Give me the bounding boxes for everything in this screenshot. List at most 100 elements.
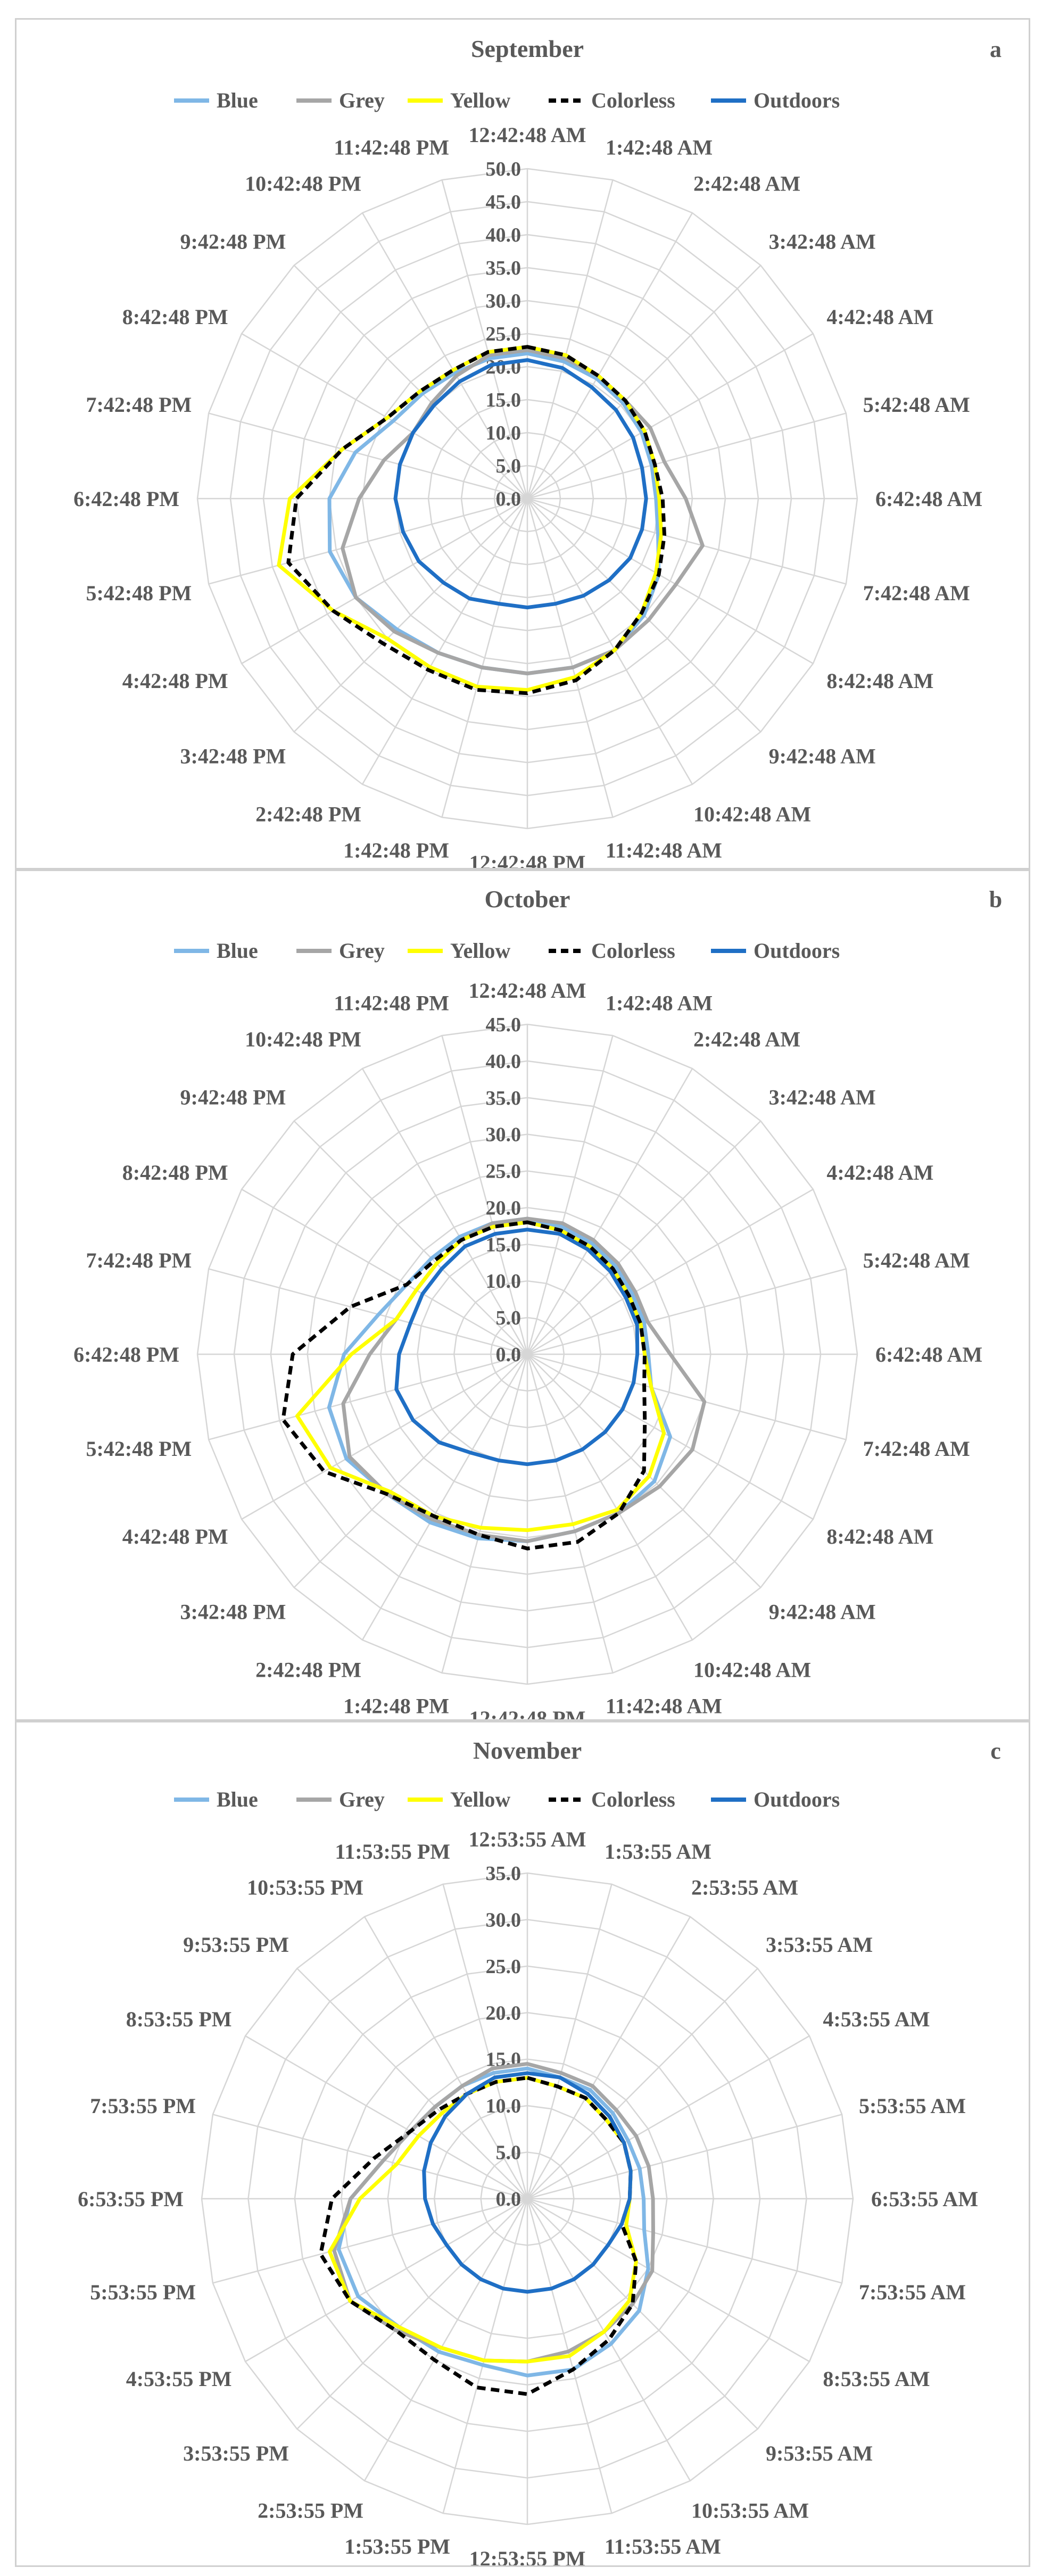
category-label: 6:53:55 AM [871, 2187, 978, 2211]
category-label: 11:53:55 PM [335, 1840, 450, 1863]
tick-label: 10.0 [486, 2095, 522, 2117]
category-label: 12:53:55 PM [469, 2547, 586, 2565]
grid-spoke [527, 1188, 814, 1355]
grid-spoke [441, 1354, 528, 1674]
legend-label-colorless: Colorless [591, 88, 675, 112]
category-label: 1:42:48 AM [606, 991, 713, 1015]
tick-label: 0.0 [496, 1344, 522, 1366]
category-label: 9:42:48 AM [769, 1600, 876, 1624]
grid-spoke [361, 1068, 528, 1355]
category-label: 1:53:55 AM [605, 1840, 711, 1863]
grid-spoke [527, 1968, 758, 2199]
tick-label: 0.0 [496, 488, 522, 510]
tick-label: 20.0 [486, 1197, 522, 1219]
radar-chart-september: September a Blue Grey Yellow Colorless Outdoor… [73, 35, 1002, 868]
chart-title: November [473, 1737, 582, 1764]
grid-spoke [363, 2198, 528, 2481]
series-line-yellow [277, 345, 664, 692]
category-label: 4:53:55 AM [823, 2007, 930, 2031]
radar-chart-october: October b Blue Grey Yellow Colorless Outdoors 0… [73, 885, 1002, 1719]
legend-label-grey: Grey [339, 88, 385, 112]
category-label: 7:42:48 AM [863, 581, 970, 605]
category-label: 10:42:48 AM [693, 1658, 811, 1682]
category-label: 8:53:55 AM [823, 2367, 930, 2391]
category-label: 1:53:55 PM [344, 2534, 450, 2558]
category-label: 4:42:48 PM [122, 1525, 228, 1548]
legend-label-outdoors: Outdoors [754, 939, 840, 963]
tick-label: 30.0 [486, 1124, 522, 1146]
category-label: 7:42:48 PM [86, 1248, 192, 1272]
category-label: 7:42:48 AM [863, 1437, 970, 1461]
grid-spoke [527, 1120, 762, 1355]
grid-spoke [527, 498, 847, 585]
grid-spoke [527, 1268, 847, 1355]
grid-spoke [527, 2198, 842, 2284]
legend-label-colorless: Colorless [591, 939, 675, 963]
grid-spoke [527, 2198, 758, 2430]
legend-label-grey: Grey [339, 1787, 385, 1811]
category-label: 2:53:55 AM [691, 1876, 798, 1900]
grid-spoke [241, 333, 528, 500]
tick-label: 30.0 [486, 1909, 522, 1931]
grid-spoke [245, 2198, 528, 2363]
chart-panel-november: November c Blue Grey Yellow Colorless Outdoors… [15, 1721, 1030, 2567]
grid-spoke [361, 1354, 528, 1641]
series-line-colorless [286, 345, 667, 695]
category-label: 3:42:48 PM [180, 1600, 286, 1624]
category-label: 2:42:48 AM [693, 1028, 800, 1051]
category-label: 12:42:48 AM [468, 123, 586, 147]
grid-spoke [526, 2198, 691, 2481]
category-label: 10:42:48 AM [693, 802, 811, 826]
category-label: 2:42:48 AM [693, 172, 800, 196]
category-label: 9:42:48 PM [180, 1085, 286, 1109]
category-label: 1:42:48 AM [606, 135, 713, 159]
tick-label: 40.0 [486, 224, 522, 246]
tick-label: 25.0 [486, 1956, 522, 1978]
category-label: 8:42:48 AM [826, 669, 933, 693]
category-label: 6:42:48 AM [875, 487, 982, 511]
legend-label-outdoors: Outdoors [754, 88, 840, 112]
grid-spoke [527, 1353, 847, 1440]
grid-spoke [293, 1120, 528, 1355]
grid-spoke [526, 1035, 614, 1355]
tick-label: 45.0 [486, 1014, 522, 1036]
category-label: 9:53:55 PM [183, 1933, 289, 1957]
category-label: 4:42:48 AM [826, 305, 933, 329]
chart-title: September [471, 35, 584, 62]
grid-spoke [442, 2198, 528, 2514]
grid-spoke [527, 2114, 842, 2200]
grid-spoke [363, 1916, 528, 2199]
grid-spoke [212, 2198, 528, 2284]
category-label: 6:42:48 PM [73, 487, 179, 511]
category-label: 11:42:48 AM [606, 1694, 722, 1718]
grid-spoke [527, 498, 814, 665]
grid-spoke [293, 498, 528, 733]
legend-label-blue: Blue [217, 88, 258, 112]
chart-panel-september: September a Blue Grey Yellow Colorless Outdoor… [15, 18, 1030, 869]
grid-spoke [208, 498, 528, 585]
category-label: 10:53:55 PM [247, 1876, 363, 1900]
category-label: 11:53:55 AM [605, 2534, 721, 2558]
tick-label: 20.0 [486, 2002, 522, 2024]
series-line-colorless [281, 1220, 647, 1551]
category-label: 9:53:55 AM [766, 2441, 873, 2465]
series-line-outdoors [394, 1228, 640, 1467]
grid-spoke [296, 1968, 528, 2199]
grid-spoke [208, 1268, 528, 1355]
grid-spoke [526, 498, 614, 818]
grid-spoke [526, 1884, 613, 2199]
category-label: 8:42:48 PM [122, 305, 228, 329]
category-label: 3:42:48 PM [180, 744, 286, 768]
grid-spoke [441, 179, 528, 499]
grid-spoke [293, 264, 528, 499]
category-label: 9:42:48 PM [180, 229, 286, 253]
category-label: 7:42:48 PM [86, 393, 192, 417]
grid-spoke [527, 412, 847, 500]
tick-label: 45.0 [486, 191, 522, 213]
legend-label-colorless: Colorless [591, 1787, 675, 1811]
tick-label: 10.0 [486, 422, 522, 444]
series-line-outdoors [422, 2071, 633, 2294]
category-label: 10:42:48 PM [245, 172, 361, 196]
tick-label: 15.0 [486, 389, 522, 411]
category-label: 7:53:55 PM [90, 2094, 196, 2118]
